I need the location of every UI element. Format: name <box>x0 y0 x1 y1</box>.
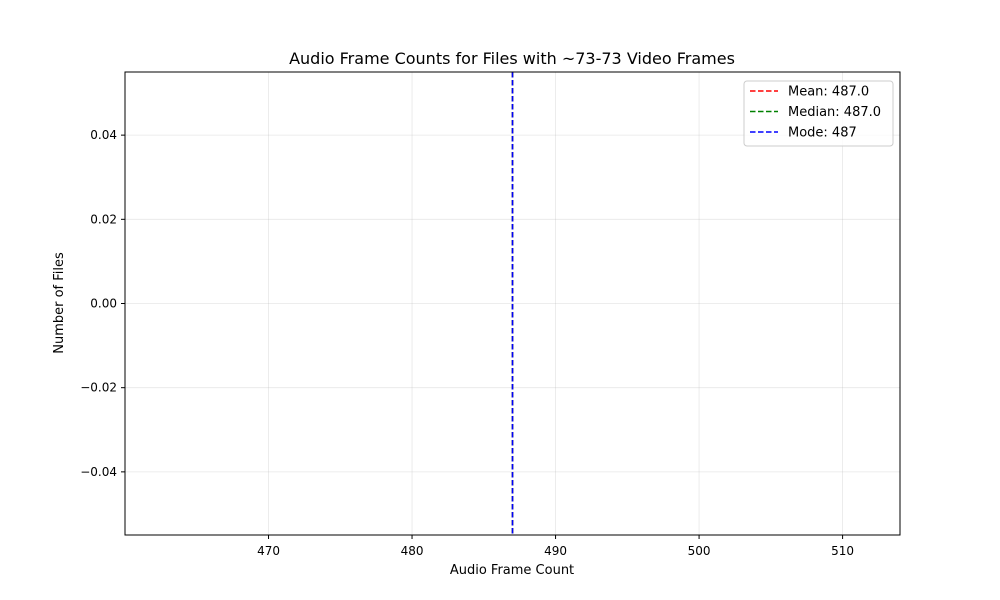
y-tick-label: −0.02 <box>80 381 117 395</box>
legend-box <box>743 80 894 147</box>
chart-title: Audio Frame Counts for Files with ~73-73… <box>289 49 735 68</box>
legend-label-mode: Mode: 487 <box>788 126 857 141</box>
y-axis-title: Number of Files <box>52 252 67 354</box>
y-tick-label: 0.02 <box>90 212 117 226</box>
x-tick-label: 500 <box>688 544 711 558</box>
x-tick-label: 510 <box>831 544 854 558</box>
x-tick-label: 480 <box>401 544 424 558</box>
x-axis-ticks: 470 480 490 500 510 <box>257 535 854 558</box>
x-tick-label: 470 <box>257 544 280 558</box>
grid <box>125 72 900 535</box>
x-tick-label: 490 <box>544 544 567 558</box>
y-tick-label: 0.00 <box>90 297 117 311</box>
x-axis-title: Audio Frame Count <box>450 563 574 578</box>
legend-label-mean: Mean: 487.0 <box>788 85 869 100</box>
legend: Mean: 487.0 Median: 487.0 Mode: 487 <box>743 80 894 147</box>
y-axis-ticks: 0.04 0.02 0.00 −0.02 −0.04 <box>80 128 125 479</box>
y-tick-label: −0.04 <box>80 465 117 479</box>
y-tick-label: 0.04 <box>90 128 117 142</box>
legend-label-median: Median: 487.0 <box>788 105 881 120</box>
